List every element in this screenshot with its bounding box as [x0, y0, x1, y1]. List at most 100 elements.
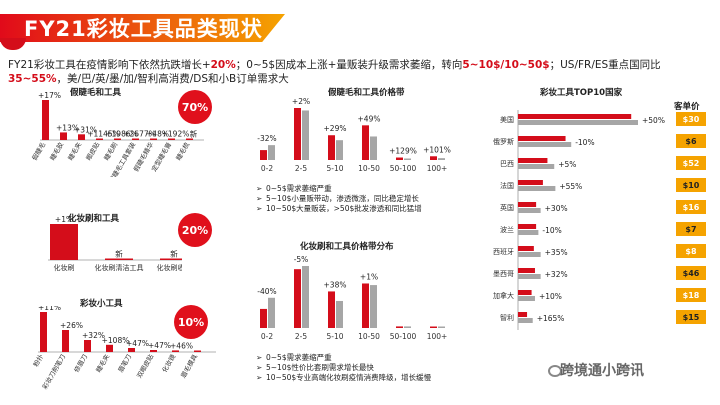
data-label: -10%	[542, 226, 561, 235]
category-label: 俄罗斯	[493, 137, 514, 146]
description-part: ，美/巴/英/墨/加/智利高消费/DS和小B订单需求大	[56, 73, 289, 85]
bar	[518, 136, 566, 141]
category-label: 5-10	[326, 332, 343, 341]
note-item: 0~5$需求萎缩严重 ➢	[256, 353, 332, 362]
bar	[96, 138, 103, 140]
category-label: 化妆镜	[160, 352, 178, 374]
avg-price-header: 客单价	[674, 102, 700, 112]
bar	[362, 283, 369, 328]
category-label: 10-50	[358, 332, 380, 341]
data-label: +31%	[74, 125, 97, 134]
category-label: 修眉刀	[72, 353, 90, 374]
bar	[268, 297, 275, 328]
avg-price-box	[676, 178, 706, 192]
bar	[268, 145, 275, 160]
category-label: 粉扑	[31, 352, 46, 368]
bullet-icon: ➢	[256, 373, 263, 382]
category-label: 50-100	[390, 164, 417, 173]
top10-title: 彩妆工具TOP10国家	[540, 88, 623, 98]
bar	[518, 120, 638, 125]
data-label: +1%	[55, 215, 73, 224]
avg-price-label: $18	[683, 291, 700, 300]
category-label: 双眼皮贴	[134, 352, 155, 379]
bar	[114, 138, 121, 140]
data-label: +108%	[102, 336, 130, 345]
bar	[518, 268, 535, 273]
data-label: +11%	[38, 306, 61, 312]
bar	[302, 110, 309, 160]
avg-price-label: $46	[683, 269, 700, 278]
bar	[430, 156, 437, 160]
data-label: -40%	[257, 287, 276, 296]
lash-price-chart: -32% 0-2 +2% 2-5 +29% 5-10 +49% 10-50 +129% 50-10…	[257, 97, 451, 173]
avg-price-label: $8	[685, 247, 697, 256]
category-label: 英国	[500, 203, 514, 212]
bar	[60, 132, 67, 140]
bar	[518, 246, 534, 251]
data-label: +10%	[539, 292, 562, 301]
brush-price-title: 化妆刷和工具价格带分布	[300, 242, 394, 252]
data-label: +192%	[162, 130, 190, 139]
data-label: -32%	[257, 134, 276, 143]
bar	[518, 186, 556, 191]
bar	[328, 291, 335, 328]
data-label: +32%	[82, 331, 105, 340]
category-label: 100+	[427, 332, 448, 341]
category-label: 2-5	[295, 164, 307, 173]
avg-price-box	[676, 266, 706, 280]
data-label: +38%	[324, 280, 347, 289]
avg-price-box	[676, 134, 706, 148]
small-share-badge: 10%	[174, 305, 208, 339]
avg-price-label: $52	[683, 159, 700, 168]
data-label: +1%	[360, 272, 378, 281]
bar	[396, 326, 403, 328]
data-label: +30%	[545, 204, 568, 213]
bar	[336, 300, 343, 328]
category-label: 法国	[500, 181, 514, 190]
data-label: 新	[115, 249, 123, 259]
bar	[132, 138, 139, 140]
category-label: 10-50	[358, 164, 380, 173]
bar	[518, 224, 537, 229]
bar	[186, 138, 193, 140]
category-label: 智利	[500, 313, 514, 322]
category-label: 50-100	[390, 332, 417, 341]
watermark: 跨境通小跨讯	[560, 363, 644, 379]
category-label: 加拿大	[493, 291, 514, 300]
description-part: ；0~5$因成本上涨+量贩装升级需求萎缩，转向	[235, 59, 463, 71]
avg-price-label: $10	[683, 181, 700, 190]
bar	[50, 224, 78, 260]
brush-share-badge: 20%	[178, 213, 212, 247]
bar	[194, 350, 201, 352]
bar	[438, 326, 445, 328]
avg-price-label: $30	[683, 115, 700, 124]
avg-price-box	[676, 156, 706, 170]
note-item: 5~10$小量贩带动，渗透微涨，同比稳定增长 ➢	[256, 194, 419, 203]
category-label: 睫毛刷	[102, 141, 120, 162]
bar	[518, 318, 533, 323]
bar	[328, 135, 335, 160]
bar	[294, 269, 301, 328]
category-label: 0-2	[261, 332, 273, 341]
avg-price-box	[676, 244, 706, 258]
data-label: 新	[170, 249, 178, 259]
bar	[370, 285, 377, 328]
data-label: +49%	[358, 114, 381, 123]
data-label: -10%	[575, 138, 594, 147]
data-label: +17%	[38, 92, 61, 100]
data-label: +2677%	[123, 130, 156, 139]
data-label: -5%	[294, 255, 309, 264]
avg-price-label: $6	[685, 137, 697, 146]
avg-price-box	[676, 288, 706, 302]
bar	[396, 157, 403, 160]
category-label: 美国	[500, 115, 514, 124]
data-label: +48%	[146, 130, 169, 139]
avg-price-label: $16	[683, 203, 700, 212]
avg-price-box	[676, 200, 706, 214]
bar	[518, 274, 541, 279]
category-label: 化妆刷	[54, 263, 75, 272]
category-label: 墨西哥	[493, 270, 514, 278]
category-label: 化妆刷收纳	[157, 263, 183, 272]
lash-chart: +17%假睫毛+13%睫毛胶+31%睫毛夹+1145%眼皮贴+1986%睫毛刷+…	[30, 92, 204, 177]
category-label: 眼皮贴	[84, 140, 102, 162]
